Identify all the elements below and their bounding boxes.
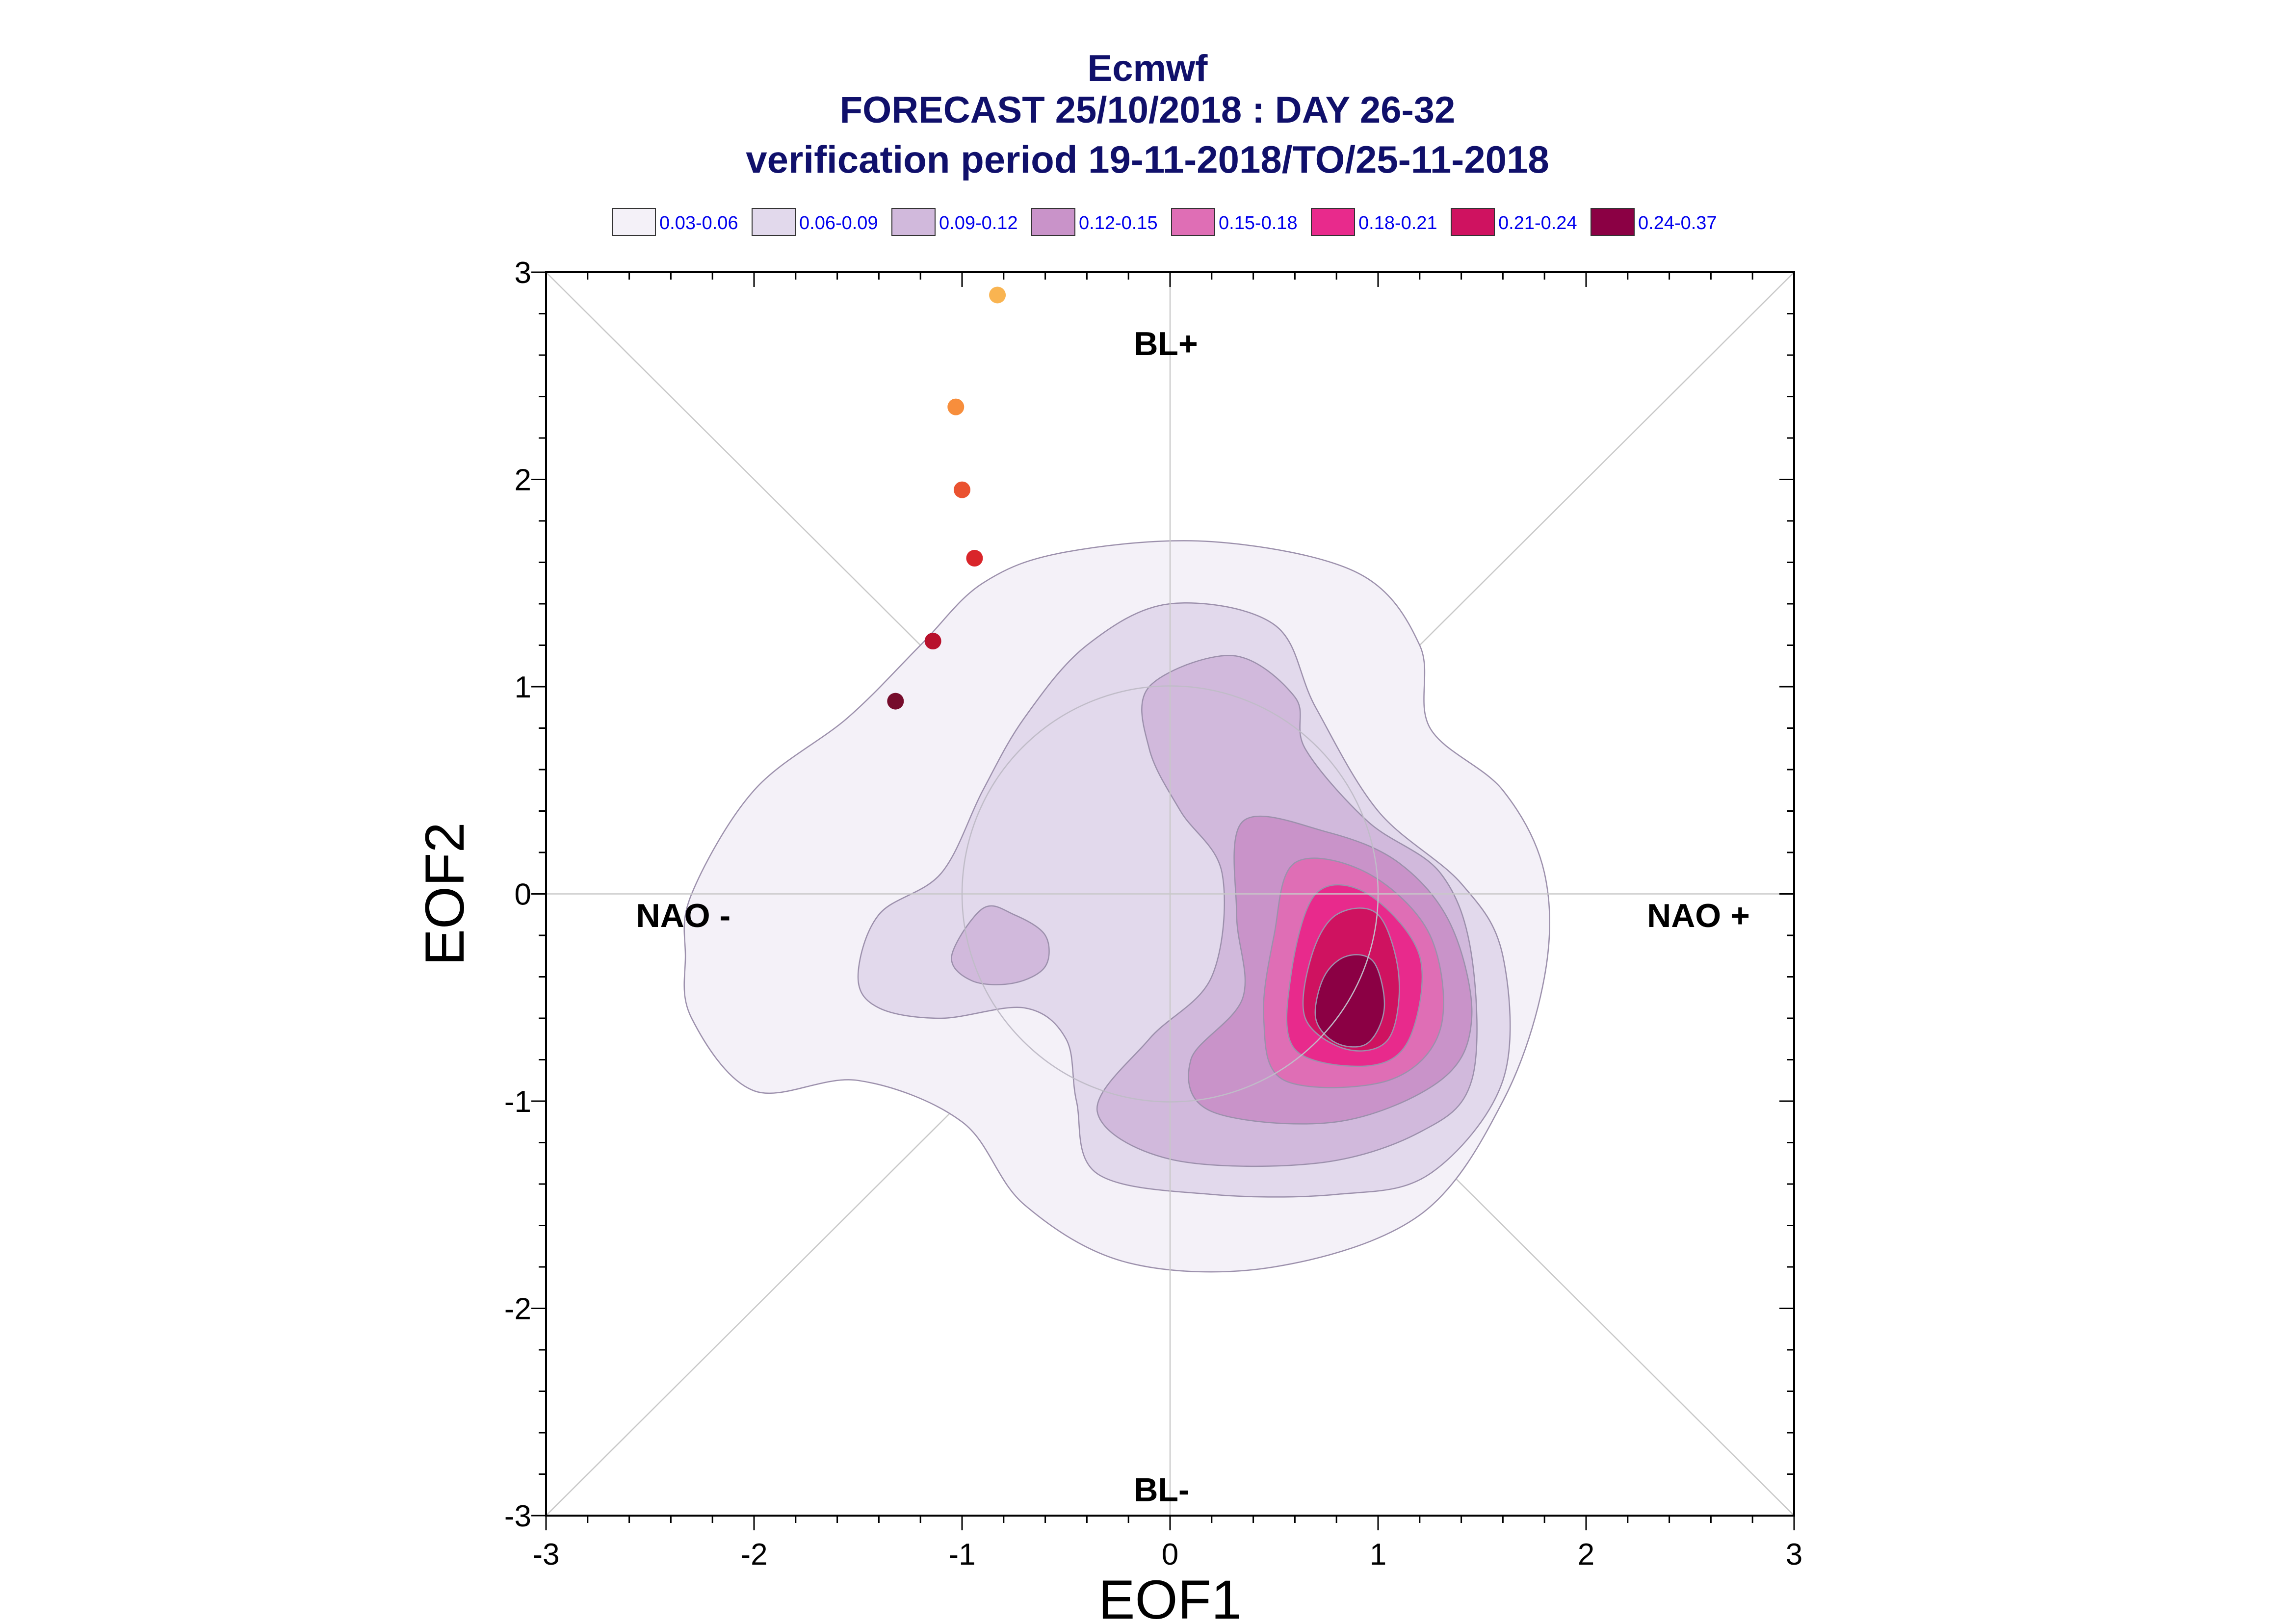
y-tick-label: -1 [504, 1085, 531, 1119]
x-axis-label: EOF1 [1098, 1569, 1242, 1624]
legend-label-6: 0.21-0.24 [1498, 213, 1577, 233]
legend-label-2: 0.09-0.12 [939, 213, 1018, 233]
y-tick-label: 3 [515, 256, 531, 290]
legend-label-5: 0.18-0.21 [1358, 213, 1437, 233]
x-tick-label: -2 [740, 1538, 767, 1572]
legend-swatch-3 [1031, 208, 1075, 236]
legend-swatch-4 [1171, 208, 1215, 236]
legend-label-4: 0.15-0.18 [1219, 213, 1298, 233]
legend-label-7: 0.24-0.37 [1638, 213, 1717, 233]
title-line-0: Ecmwf [1088, 48, 1208, 89]
x-tick-label: -3 [532, 1538, 559, 1572]
x-tick-label: 2 [1578, 1538, 1594, 1572]
x-tick-label: 1 [1370, 1538, 1386, 1572]
scatter-point-3 [966, 550, 983, 567]
legend-label-1: 0.06-0.09 [799, 213, 878, 233]
legend: 0.03-0.06 0.06-0.09 0.09-0.12 0.12-0.15 0.15… [612, 208, 1717, 236]
legend-swatch-6 [1451, 208, 1495, 236]
legend-swatch-2 [891, 208, 936, 236]
legend-swatch-1 [752, 208, 796, 236]
legend-swatch-5 [1311, 208, 1355, 236]
scatter-point-1 [947, 398, 965, 415]
title-line-2: verification period 19-11-2018/TO/25-11-… [746, 138, 1549, 181]
scatter-point-5 [887, 693, 904, 710]
title-line-1: FORECAST 25/10/2018 : DAY 26-32 [840, 89, 1456, 131]
unit-circle [961, 685, 1379, 1103]
scatter-point-4 [924, 633, 941, 650]
x-tick-label: -1 [948, 1538, 975, 1572]
legend-swatch-0 [612, 208, 656, 236]
plot-inner [546, 272, 1794, 1516]
x-tick-label: 0 [1162, 1538, 1178, 1572]
axes: -3 -2 -1 0 1 2 3 -3 -2 -1 0 1 2 3 EOF1 EOF2 [414, 256, 1802, 1624]
scatter-point-2 [954, 481, 970, 498]
contour-level-2-3 [951, 905, 1050, 985]
y-tick-label: -3 [504, 1499, 531, 1533]
y-axis-label: EOF2 [414, 822, 475, 966]
plot-area: BL+ BL- NAO - NAO + [546, 272, 1794, 1516]
y-tick-label: 2 [515, 464, 531, 497]
regime-label-bottom: BL- [1134, 1471, 1189, 1508]
regime-label-right: NAO + [1647, 897, 1750, 934]
y-tick-label: 1 [515, 670, 531, 704]
legend-swatch-7 [1591, 208, 1635, 236]
x-tick-label: 3 [1786, 1538, 1802, 1572]
legend-label-3: 0.12-0.15 [1079, 213, 1158, 233]
legend-label-0: 0.03-0.06 [659, 213, 738, 233]
regime-label-left: NAO - [636, 897, 731, 934]
y-tick-label: 0 [515, 878, 531, 912]
regime-label-top: BL+ [1134, 325, 1198, 362]
scatter-point-0 [989, 286, 1006, 304]
y-tick-label: -2 [504, 1292, 531, 1326]
